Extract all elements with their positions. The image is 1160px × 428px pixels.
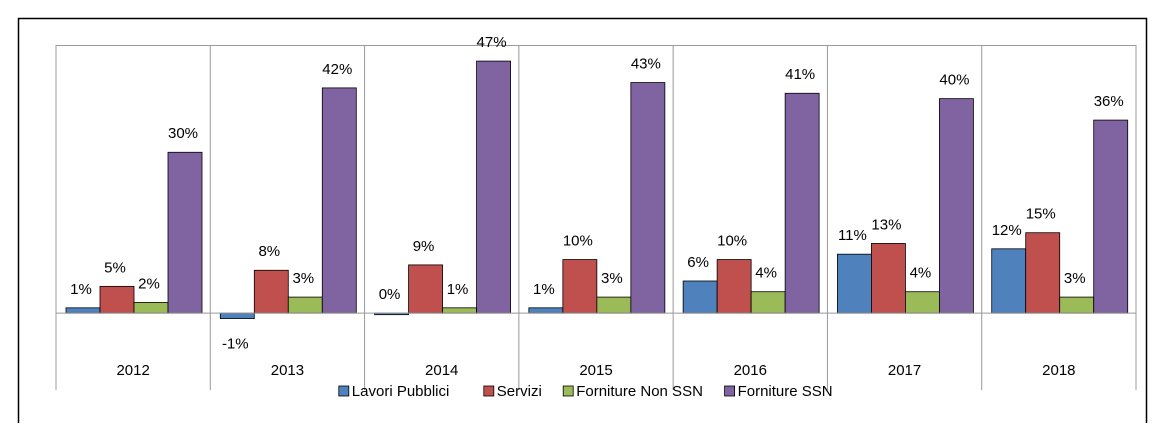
data-label: 15%	[1026, 206, 1056, 223]
data-label: 2%	[138, 275, 160, 292]
x-tick-label: 2018	[1042, 362, 1075, 379]
data-label: 1%	[447, 281, 469, 298]
data-label: 40%	[939, 72, 969, 89]
data-label: 10%	[563, 233, 593, 250]
x-tick-label: 2013	[271, 362, 304, 379]
bar	[219, 312, 255, 319]
data-label: 5%	[104, 259, 126, 276]
bar	[408, 264, 443, 314]
data-label: 3%	[601, 270, 623, 287]
bar	[321, 87, 357, 314]
bar	[442, 307, 477, 314]
x-tick-label: 2016	[734, 362, 767, 379]
data-label: 3%	[1064, 270, 1086, 287]
bar	[991, 248, 1027, 314]
bar	[99, 285, 135, 314]
data-label: 11%	[838, 227, 867, 244]
data-label: 1%	[533, 281, 555, 298]
legend-swatch	[562, 385, 574, 397]
data-label: 12%	[992, 222, 1022, 239]
data-label: 4%	[755, 265, 777, 282]
data-label: -1%	[222, 336, 249, 353]
bar	[253, 269, 289, 314]
bar	[871, 243, 906, 314]
legend-label: Servizi	[497, 383, 542, 400]
bar	[528, 307, 564, 314]
data-label: 4%	[910, 265, 932, 282]
data-label: 0%	[379, 286, 401, 303]
x-tick-label: 2017	[888, 362, 921, 379]
legend-label: Forniture SSN	[738, 383, 833, 400]
bar	[682, 280, 718, 314]
bar	[1025, 232, 1061, 314]
legend-swatch	[483, 385, 495, 397]
bar	[476, 60, 511, 314]
chart-border	[17, 17, 1148, 428]
legend-swatch	[338, 385, 350, 397]
legend-label: Lavori Pubblici	[352, 383, 450, 400]
data-label: 47%	[477, 34, 507, 51]
x-tick-label: 2015	[579, 362, 612, 379]
bar	[1059, 296, 1095, 314]
data-label: 8%	[258, 243, 280, 260]
x-tick-label: 2014	[425, 362, 458, 379]
bar	[133, 302, 169, 314]
data-label: 41%	[785, 66, 815, 83]
data-label: 1%	[70, 281, 92, 298]
data-label: 6%	[687, 254, 709, 271]
data-label: 30%	[168, 125, 198, 142]
legend-label: Forniture Non SSN	[576, 383, 703, 400]
data-label: 13%	[871, 216, 901, 233]
bar	[596, 296, 632, 314]
legend-swatch	[724, 385, 735, 397]
bar	[750, 291, 786, 314]
data-label: 42%	[322, 61, 352, 78]
data-label: 3%	[292, 270, 314, 287]
bar	[562, 259, 598, 314]
bar	[287, 296, 323, 314]
x-tick-label: 2012	[116, 362, 149, 379]
bar	[837, 253, 872, 314]
bar	[905, 291, 940, 314]
bar	[630, 82, 666, 314]
data-label: 10%	[717, 233, 747, 250]
bar	[167, 151, 203, 314]
bar	[784, 92, 820, 314]
data-label: 36%	[1094, 93, 1124, 110]
bar	[65, 307, 101, 314]
data-label: 9%	[413, 238, 435, 255]
bar	[939, 98, 974, 314]
data-label: 43%	[631, 56, 661, 73]
bar	[1093, 119, 1129, 314]
bar	[716, 259, 752, 314]
